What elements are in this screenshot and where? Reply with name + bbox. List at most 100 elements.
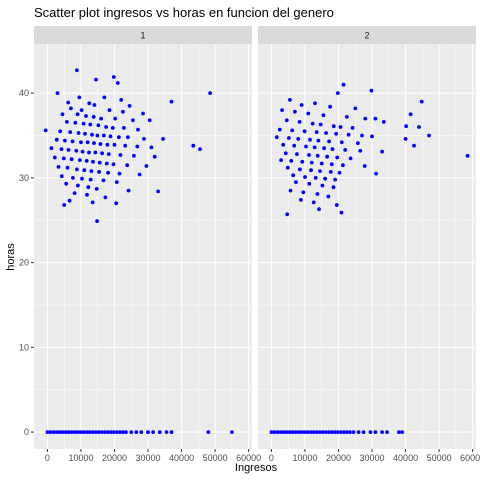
data-point <box>86 185 91 190</box>
x-tick-label: 20000 <box>102 453 127 463</box>
x-tick-label: 50000 <box>427 453 452 463</box>
data-point <box>126 135 130 140</box>
y-tick-label: 30 <box>19 173 29 183</box>
data-point <box>316 138 321 143</box>
x-tick-label: 0 <box>269 453 274 463</box>
data-point <box>280 108 284 112</box>
data-point <box>110 126 115 130</box>
data-point <box>302 430 307 434</box>
data-point <box>101 178 106 183</box>
data-point <box>284 118 289 123</box>
data-point <box>412 143 416 148</box>
data-point <box>311 200 316 205</box>
y-tick-label: 20 <box>19 258 29 268</box>
data-point <box>129 430 134 434</box>
data-point <box>103 195 108 200</box>
data-point <box>72 191 77 196</box>
data-point <box>111 162 116 167</box>
data-point <box>292 143 297 148</box>
x-tick-label: 10000 <box>68 453 93 463</box>
data-point <box>291 173 296 178</box>
data-point <box>329 430 334 434</box>
data-point <box>64 181 69 186</box>
data-point <box>57 430 62 434</box>
data-point <box>87 430 92 434</box>
data-point <box>315 153 320 158</box>
data-point <box>81 430 86 434</box>
data-point <box>290 128 295 133</box>
data-point <box>373 430 378 434</box>
data-point <box>73 120 78 125</box>
data-point <box>320 430 325 434</box>
data-point <box>342 430 346 434</box>
data-point <box>88 177 93 182</box>
data-point <box>106 170 110 175</box>
data-point <box>132 153 136 158</box>
data-point <box>373 116 378 121</box>
data-point <box>77 95 82 100</box>
data-point <box>329 162 334 167</box>
data-point <box>361 430 366 434</box>
data-point <box>87 101 92 106</box>
data-point <box>275 430 280 434</box>
data-point <box>169 430 174 434</box>
data-point <box>125 163 130 168</box>
data-point <box>358 148 363 153</box>
data-point <box>374 171 378 176</box>
data-point <box>341 163 345 168</box>
data-point <box>230 430 234 434</box>
data-point <box>152 154 157 159</box>
data-point <box>161 137 166 141</box>
data-point <box>306 111 311 116</box>
data-point <box>59 174 64 179</box>
data-point <box>345 430 349 434</box>
data-point <box>278 430 283 434</box>
data-point <box>115 81 120 85</box>
data-point <box>48 430 53 434</box>
data-point <box>319 161 324 166</box>
data-point <box>314 130 319 135</box>
data-point <box>111 75 116 79</box>
data-point <box>305 430 310 434</box>
data-point <box>337 170 342 175</box>
data-point <box>91 159 95 164</box>
data-point <box>72 430 77 434</box>
data-point <box>301 190 306 195</box>
data-point <box>66 148 71 152</box>
data-point <box>61 156 66 161</box>
data-point <box>356 430 361 434</box>
data-point <box>146 430 150 434</box>
data-point <box>49 146 54 151</box>
data-point <box>114 180 119 185</box>
data-point <box>118 430 122 434</box>
data-point <box>85 140 90 145</box>
data-point <box>96 430 101 434</box>
data-point <box>93 150 98 155</box>
data-point <box>408 112 413 117</box>
data-point <box>97 170 101 174</box>
data-point <box>121 430 125 434</box>
data-point <box>335 155 340 160</box>
data-point <box>341 82 346 87</box>
data-point <box>105 430 110 434</box>
data-point <box>117 135 121 140</box>
data-point <box>427 133 431 138</box>
data-point <box>325 154 329 159</box>
facet-strip-label: 1 <box>140 31 145 41</box>
data-point <box>54 137 59 142</box>
data-point <box>114 430 119 434</box>
x-tick-label: 40000 <box>169 453 194 463</box>
data-point <box>350 126 355 130</box>
data-point <box>52 155 57 160</box>
data-point <box>308 137 312 142</box>
data-point <box>55 91 60 95</box>
data-point <box>74 148 79 153</box>
data-point <box>169 99 174 104</box>
data-point <box>277 127 282 132</box>
data-point <box>303 175 307 179</box>
data-point <box>76 183 80 188</box>
data-point <box>333 177 337 182</box>
facet-strip <box>258 26 476 44</box>
data-point <box>92 103 97 107</box>
x-tick-label: 10000 <box>292 453 317 463</box>
